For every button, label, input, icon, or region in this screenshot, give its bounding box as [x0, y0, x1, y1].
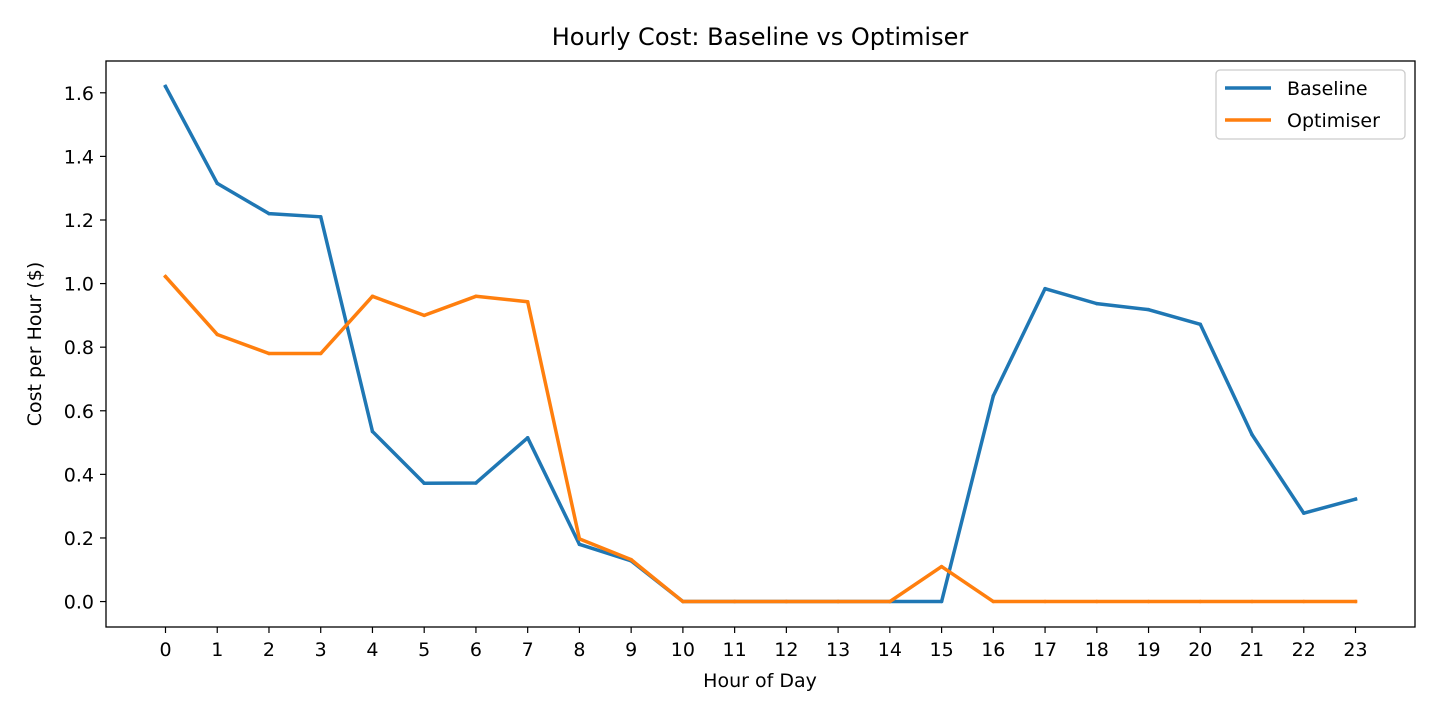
data-point-baseline: [1302, 511, 1306, 515]
data-point-baseline: [577, 542, 582, 547]
x-tick-label: 0: [159, 639, 171, 661]
x-axis-label: Hour of Day: [703, 670, 817, 692]
data-point-baseline: [525, 436, 530, 440]
x-tick-label: 19: [1136, 639, 1160, 661]
y-axis-label: Cost per Hour ($): [24, 262, 46, 427]
data-point-optimiser: [1198, 599, 1203, 604]
x-tick-label: 4: [366, 639, 378, 661]
data-point-optimiser: [525, 299, 530, 304]
data-point-optimiser: [1302, 599, 1306, 604]
data-point-optimiser: [1043, 599, 1047, 604]
data-point-optimiser: [732, 599, 737, 604]
x-tick-label: 22: [1292, 639, 1316, 661]
data-point-optimiser: [474, 294, 478, 299]
data-point-baseline: [991, 394, 996, 398]
y-tick-label: 0.0: [64, 592, 94, 614]
legend: Baseline Optimiser: [1215, 69, 1406, 140]
y-tick-label: 0.2: [64, 528, 94, 550]
data-point-optimiser: [629, 557, 633, 562]
data-point-optimiser: [267, 351, 271, 356]
data-point-optimiser: [939, 564, 944, 569]
data-point-baseline: [163, 84, 168, 89]
data-point-baseline: [939, 599, 944, 604]
data-point-optimiser: [784, 599, 789, 604]
y-tick-label: 0.4: [64, 464, 94, 486]
y-tick-label: 1.2: [64, 210, 94, 232]
plot-area-frame: [105, 60, 1416, 628]
data-point-baseline: [474, 481, 478, 485]
y-tick-label: 0.6: [64, 401, 94, 423]
x-tick-label: 5: [418, 639, 430, 661]
data-point-baseline: [215, 181, 219, 186]
data-point-baseline: [422, 481, 426, 486]
data-point-optimiser: [836, 599, 840, 604]
x-tick-label: 15: [929, 639, 953, 661]
series-layer: [163, 84, 1358, 604]
data-point-optimiser: [1353, 599, 1358, 604]
data-point-optimiser: [370, 294, 375, 299]
y-tick-label: 1.6: [64, 83, 94, 105]
data-point-baseline: [1095, 301, 1099, 306]
data-point-baseline: [1146, 307, 1151, 312]
x-tick-label: 8: [573, 639, 585, 661]
x-tick-label: 9: [625, 639, 637, 661]
x-tick-label: 2: [263, 639, 275, 661]
series-line-optimiser: [163, 274, 1358, 604]
legend-label-baseline: Baseline: [1287, 78, 1368, 100]
x-tick-label: 16: [981, 639, 1005, 661]
data-point-optimiser: [577, 537, 582, 541]
data-point-baseline: [318, 215, 323, 219]
x-tick-label: 12: [774, 639, 798, 661]
data-point-baseline: [1353, 497, 1358, 501]
data-point-baseline: [1198, 322, 1203, 327]
x-tick-label: 7: [522, 639, 534, 661]
chart-title: Hourly Cost: Baseline vs Optimiser: [552, 23, 969, 51]
x-tick-label: 11: [723, 639, 747, 661]
legend-label-optimiser: Optimiser: [1287, 110, 1380, 132]
y-tick-label: 1.0: [64, 274, 94, 296]
data-point-baseline: [370, 429, 375, 434]
data-point-optimiser: [1095, 599, 1099, 604]
data-point-optimiser: [1250, 599, 1254, 604]
data-point-optimiser: [681, 599, 685, 604]
x-tick-label: 10: [671, 639, 695, 661]
x-tick-label: 17: [1033, 639, 1057, 661]
data-point-optimiser: [215, 332, 219, 337]
data-point-baseline: [1043, 286, 1047, 291]
data-point-baseline: [1250, 432, 1254, 437]
x-tick-label: 13: [826, 639, 850, 661]
y-tick-label: 1.4: [64, 146, 94, 168]
data-point-optimiser: [1146, 599, 1151, 604]
x-tick-label: 20: [1188, 639, 1212, 661]
data-point-baseline: [267, 211, 271, 216]
y-tick-label: 0.8: [64, 337, 94, 359]
x-tick-label: 1: [211, 639, 223, 661]
series-line-baseline: [163, 84, 1358, 604]
x-tick-label: 23: [1343, 639, 1367, 661]
x-tick-label: 14: [878, 639, 902, 661]
data-point-optimiser: [318, 351, 323, 356]
x-tick-label: 21: [1240, 639, 1264, 661]
data-point-optimiser: [991, 599, 996, 604]
x-tick-label: 18: [1085, 639, 1109, 661]
data-point-optimiser: [422, 313, 426, 318]
data-point-optimiser: [888, 599, 892, 604]
y-axis: 0.0 0.2 0.4 0.6 0.8 1.0 1.2 1.4 1.6: [64, 83, 106, 614]
x-tick-label: 6: [470, 639, 482, 661]
data-point-optimiser: [163, 274, 168, 279]
x-tick-label: 3: [315, 639, 327, 661]
x-axis: 0 1 2 3 4 5 6 7 8 9 10 11 12 13 14 15 16 17 18 19 20 21 22 23: [159, 627, 1368, 661]
